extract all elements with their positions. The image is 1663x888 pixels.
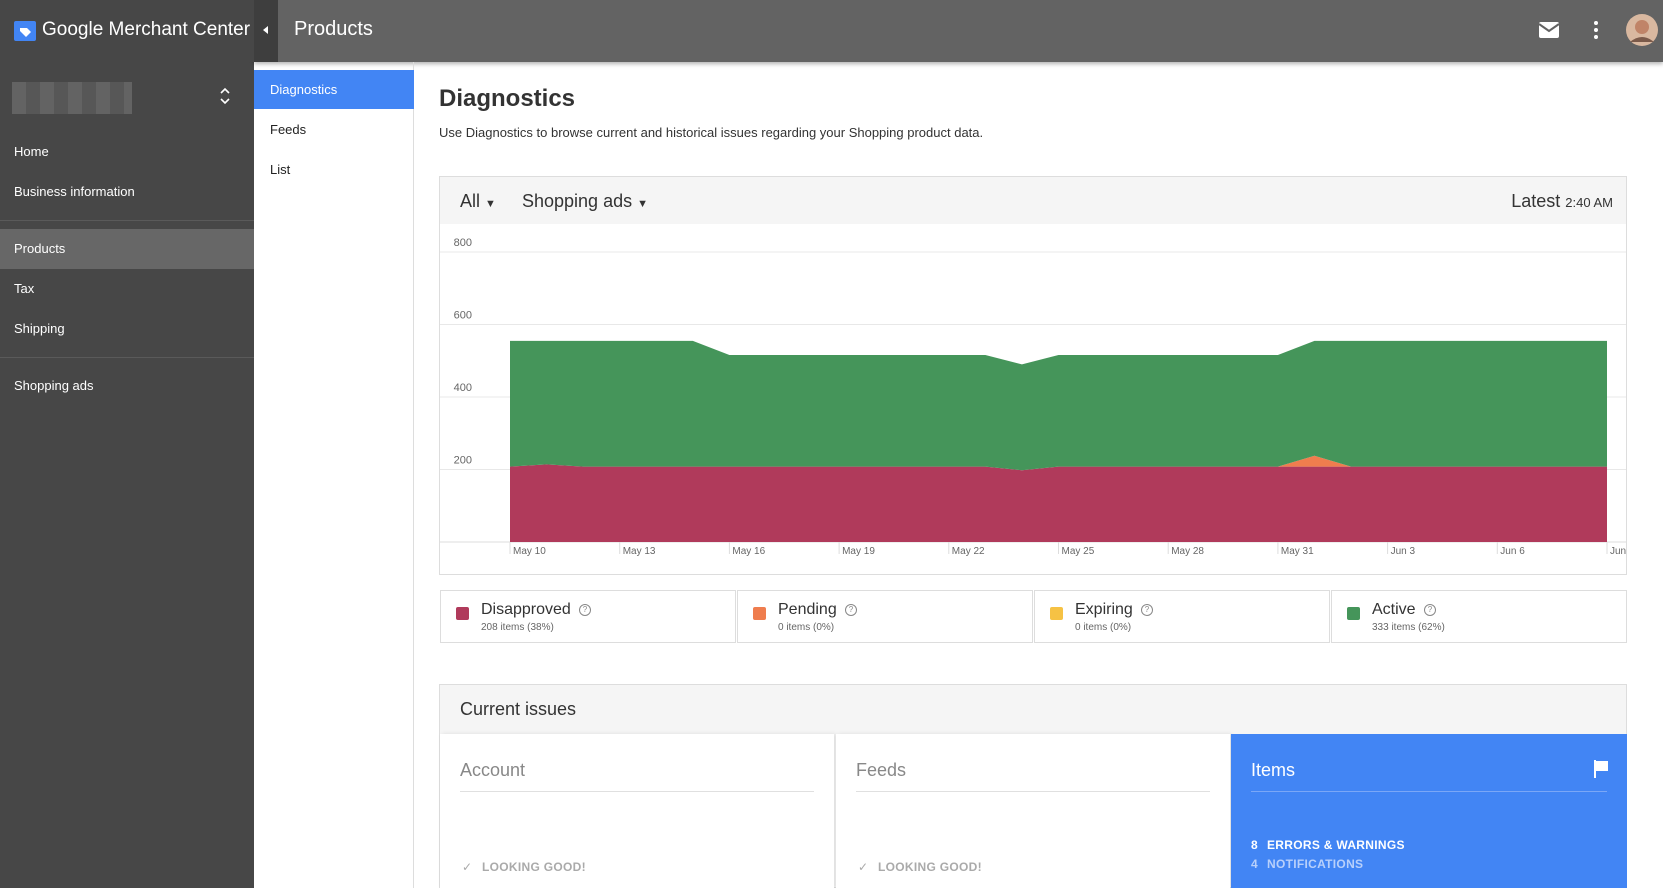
subnav-item[interactable]: Feeds [270,122,307,137]
x-tick-label: May 31 [1281,546,1314,557]
issue-label[interactable]: NOTIFICATIONS [1267,857,1364,871]
scope-label[interactable]: All [460,191,481,211]
check-icon: ✓ [858,860,869,874]
check-icon: ✓ [462,860,473,874]
latest-label: Latest [1511,191,1561,211]
avatar[interactable] [1626,14,1658,46]
issue-count: 4 [1251,857,1258,871]
latest-time: 2:40 AM [1565,195,1613,210]
legend-name: Disapproved [481,601,571,618]
help-icon: ? [579,604,591,616]
subnav-active-bg [254,70,414,109]
legend-name: Expiring [1075,601,1133,618]
y-tick-label: 800 [454,237,472,249]
card-status: LOOKING GOOD! [482,860,586,874]
nav-separator [0,357,254,358]
legend-item[interactable]: Expiring? 0 items (0%) [1034,590,1330,643]
program-label[interactable]: Shopping ads [522,191,633,211]
card-rule [856,791,1210,792]
flag-icon [1594,760,1608,778]
card-title: Account [460,760,526,780]
program-filter[interactable]: Shopping ads ▼ [522,191,648,211]
legend-item[interactable]: Disapproved? 208 items (38%) [440,590,736,643]
card-title: Feeds [856,760,907,780]
legend-item[interactable]: Active? 333 items (62%) [1331,590,1627,643]
subnav-item[interactable]: List [270,162,291,177]
legend-swatch [456,607,469,620]
chart-toolbar [440,177,1626,224]
x-tick-label: Jun 6 [1500,546,1525,557]
issue-card[interactable]: Feeds ✓ LOOKING GOOD! [836,734,1230,888]
x-tick-label: May 28 [1171,546,1204,557]
nav-item[interactable]: Products [14,241,66,256]
legend-detail: 333 items (62%) [1372,622,1445,633]
nav-separator [0,220,254,221]
chart-panel [439,176,1627,575]
area [510,340,1607,471]
legend-name: Active [1372,601,1416,618]
y-tick-label: 400 [454,382,472,394]
issue-label[interactable]: ERRORS & WARNINGS [1267,838,1405,852]
issue-card[interactable]: Account ✓ LOOKING GOOD! [440,734,834,888]
help-icon: ? [1424,604,1436,616]
legend-name: Pending [778,601,837,618]
card-title: Items [1251,760,1296,780]
x-tick-label: Jun 9 [1610,546,1626,557]
card-rule [1251,791,1607,792]
nav-item[interactable]: Shopping ads [14,378,94,393]
header-title: Products [294,18,373,40]
mail-icon[interactable] [1538,21,1560,39]
y-tick-label: 600 [454,310,472,322]
brand-area [0,0,254,62]
nav-item[interactable]: Tax [14,281,35,296]
card-status: LOOKING GOOD! [878,860,982,874]
card-rule [460,791,814,792]
legend-detail: 208 items (38%) [481,622,554,633]
legend-swatch [1347,607,1360,620]
x-tick-label: May 19 [842,546,875,557]
help-icon: ? [845,604,857,616]
y-tick-label: 200 [454,455,472,467]
issue-count: 8 [1251,838,1258,852]
top-bar [254,0,1663,62]
brand-name: Google Merchant Center [42,19,251,40]
nav-item[interactable]: Shipping [14,321,65,336]
sidebar [0,0,254,888]
collapse-button[interactable] [254,0,278,62]
nav-item[interactable]: Business information [14,184,135,199]
legend-item[interactable]: Pending? 0 items (0%) [737,590,1033,643]
legend-swatch [753,607,766,620]
page-description: Use Diagnostics to browse current and hi… [439,125,984,140]
x-tick-label: Jun 3 [1391,546,1416,557]
help-icon: ? [1141,604,1153,616]
x-tick-label: May 22 [952,546,985,557]
subnav [254,62,414,888]
account-selector[interactable] [12,82,132,114]
x-tick-label: May 25 [1062,546,1095,557]
selector-arrows[interactable] [218,84,232,108]
x-tick-label: May 10 [513,546,546,557]
legend-swatch [1050,607,1063,620]
x-tick-label: May 13 [623,546,656,557]
x-tick-label: May 16 [732,546,765,557]
latest: Latest 2:40 AM [1511,191,1613,212]
brand-logo [14,21,36,41]
legend-detail: 0 items (0%) [1075,622,1132,633]
issues-title: Current issues [460,699,577,719]
legend-detail: 0 items (0%) [778,622,835,633]
area [510,455,1607,471]
chart: 200 400 600 800 May 10 May 13 May 16 May 19 May … [440,237,1626,557]
subnav-item[interactable]: Diagnostics [270,82,338,97]
scope-filter[interactable]: All ▼ [460,191,496,211]
nav-item[interactable]: Home [14,144,49,159]
area [510,464,1607,542]
issue-card[interactable]: Items 8 ERRORS & WARNINGS 4 NOTIFICATION… [1231,734,1627,888]
nav-active-bg [0,229,254,269]
page-title: Diagnostics [439,85,576,112]
more-icon[interactable] [1592,19,1600,41]
